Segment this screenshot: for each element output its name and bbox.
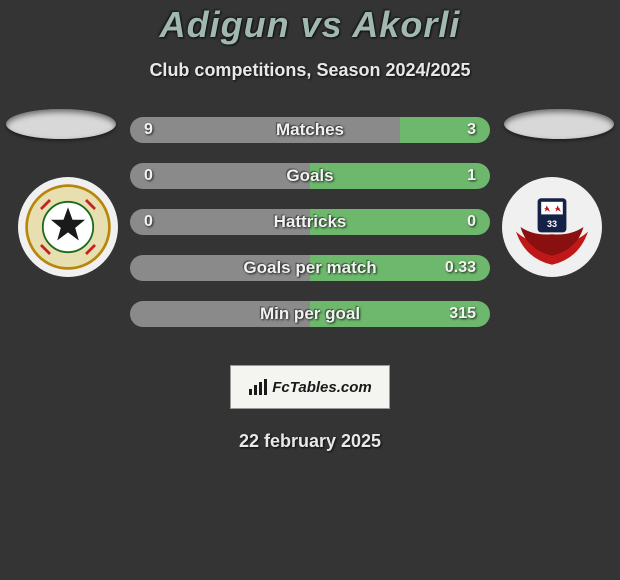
subtitle: Club competitions, Season 2024/2025 xyxy=(0,60,620,81)
page-title: Adigun vs Akorli xyxy=(0,4,620,46)
stat-row: Goals 0 1 xyxy=(130,163,490,189)
stat-value-right: 3 xyxy=(467,121,476,139)
stat-row: Hattricks 0 0 xyxy=(130,209,490,235)
stat-value-left: 0 xyxy=(144,213,153,231)
stat-value-right: 0 xyxy=(467,213,476,231)
brand-text: FcTables.com xyxy=(272,379,371,396)
club-right-crest-icon: 33 xyxy=(507,182,597,272)
date-text: 22 february 2025 xyxy=(0,431,620,452)
brand-watermark: FcTables.com xyxy=(230,365,390,409)
stat-label: Matches xyxy=(276,120,344,140)
club-left-logo xyxy=(18,177,118,277)
stat-value-right: 1 xyxy=(467,167,476,185)
club-right-logo: 33 xyxy=(502,177,602,277)
player-right-avatar xyxy=(504,109,614,139)
stat-label: Hattricks xyxy=(274,212,347,232)
stat-row: Matches 9 3 xyxy=(130,117,490,143)
svg-text:33: 33 xyxy=(547,219,557,229)
stat-bars: Matches 9 3 Goals 0 1 Hattricks 0 0 Goals per mat… xyxy=(130,117,490,347)
stat-label: Min per goal xyxy=(260,304,360,324)
club-left-crest-icon xyxy=(23,182,113,272)
stat-value-right: 315 xyxy=(449,305,476,323)
stat-value-right: 0.33 xyxy=(445,259,476,277)
stat-bar-left-fill xyxy=(130,117,400,143)
comparison-area: 33 Matches 9 3 Goals 0 1 Hattricks 0 0 Goals per … xyxy=(0,117,620,347)
stat-bar-right-fill xyxy=(310,163,490,189)
stat-row: Min per goal 315 xyxy=(130,301,490,327)
stat-value-left: 9 xyxy=(144,121,153,139)
stat-bar-right-fill xyxy=(400,117,490,143)
stat-bar-left-fill xyxy=(130,163,310,189)
stat-label: Goals xyxy=(286,166,333,186)
stat-value-left: 0 xyxy=(144,167,153,185)
stat-label: Goals per match xyxy=(243,258,376,278)
comparison-card: Adigun vs Akorli Club competitions, Seas… xyxy=(0,0,620,452)
bar-chart-icon xyxy=(248,379,268,395)
player-left-avatar xyxy=(6,109,116,139)
stat-row: Goals per match 0.33 xyxy=(130,255,490,281)
